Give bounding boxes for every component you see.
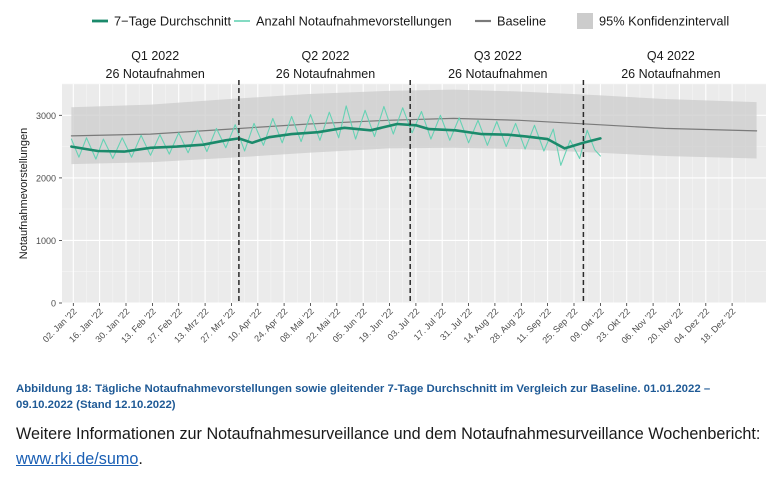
y-axis: 0 1000 2000 3000 (36, 111, 62, 309)
quarter-title: Q1 2022 (131, 49, 179, 63)
seven-day-average-line (70, 122, 602, 153)
sumo-link[interactable]: www.rki.de/sumo (16, 450, 139, 468)
baseline-line (70, 117, 758, 137)
legend-label: 7−Tage Durchschnitt (114, 14, 231, 29)
quarter-subtitle: 26 Notaufnahmen (448, 67, 547, 81)
legend-label: Baseline (497, 14, 546, 29)
info-text: Weitere Informationen zur Notaufnahmesur… (16, 425, 761, 443)
legend-item: 7−Tage Durchschnitt (92, 13, 231, 29)
quarter-dividers (238, 80, 585, 303)
quarter-subtitle: 26 Notaufnahmen (621, 67, 720, 81)
legend: 7−Tage Durchschnitt Anzahl Notaufnahmevor… (92, 13, 729, 29)
quarter-subtitle: 26 Notaufnahmen (106, 67, 205, 81)
legend-item: 95% Konfidenzintervall (577, 13, 729, 29)
legend-label: 95% Konfidenzintervall (599, 14, 729, 29)
emergency-visits-chart: 7−Tage Durchschnitt Anzahl Notaufnahmevor… (18, 13, 766, 346)
y-tick-label: 2000 (36, 173, 56, 183)
y-axis-title: Notaufnahmevorstellungen (18, 128, 30, 259)
legend-swatch-band (577, 13, 593, 29)
legend-item: Baseline (475, 13, 546, 29)
y-tick-label: 1000 (36, 236, 56, 246)
quarter-title: Q2 2022 (302, 49, 350, 63)
figure-caption: Abbildung 18: Tägliche Notaufnahmevorste… (16, 383, 711, 411)
info-paragraph: Weitere Informationen zur Notaufnahmesur… (16, 422, 768, 472)
legend-item: Anzahl Notaufnahmevorstellungen (234, 13, 452, 29)
quarter-labels: Q1 2022 26 Notaufnahmen Q2 2022 26 Notaufna… (106, 49, 721, 81)
info-suffix: . (138, 450, 143, 468)
series-lines (70, 105, 758, 166)
quarter-title: Q4 2022 (647, 49, 695, 63)
quarter-title: Q3 2022 (474, 49, 522, 63)
quarter-subtitle: 26 Notaufnahmen (276, 67, 375, 81)
y-tick-label: 0 (51, 299, 56, 309)
y-tick-label: 3000 (36, 111, 56, 121)
legend-label: Anzahl Notaufnahmevorstellungen (256, 14, 452, 29)
daily-visits-line (70, 105, 601, 166)
